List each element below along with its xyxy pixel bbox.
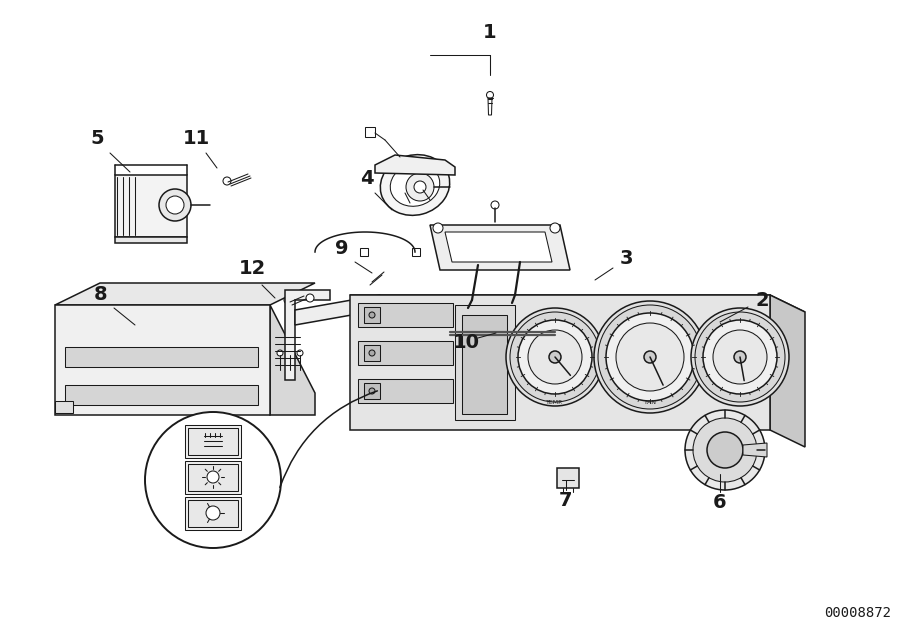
Bar bbox=[188, 500, 238, 527]
Text: 5: 5 bbox=[90, 128, 104, 147]
Ellipse shape bbox=[381, 155, 450, 215]
Polygon shape bbox=[365, 127, 375, 137]
Circle shape bbox=[507, 300, 517, 310]
Circle shape bbox=[606, 313, 694, 401]
Bar bbox=[188, 428, 238, 455]
Circle shape bbox=[598, 305, 702, 409]
Bar bbox=[412, 248, 420, 256]
Bar bbox=[188, 464, 238, 491]
Circle shape bbox=[549, 351, 561, 363]
Circle shape bbox=[594, 301, 706, 413]
Text: FAN: FAN bbox=[644, 400, 656, 405]
Circle shape bbox=[693, 418, 757, 482]
Polygon shape bbox=[55, 305, 270, 415]
Text: TEMP.: TEMP. bbox=[546, 400, 564, 405]
Bar bbox=[55, 401, 73, 413]
Circle shape bbox=[433, 223, 443, 233]
Polygon shape bbox=[270, 305, 315, 415]
Bar bbox=[364, 345, 380, 361]
Bar bbox=[185, 461, 241, 494]
Circle shape bbox=[369, 350, 375, 356]
Circle shape bbox=[550, 223, 560, 233]
Polygon shape bbox=[743, 443, 767, 457]
Bar bbox=[115, 175, 187, 237]
Polygon shape bbox=[350, 295, 805, 312]
Text: 00008872: 00008872 bbox=[824, 606, 892, 620]
Circle shape bbox=[206, 506, 220, 520]
Circle shape bbox=[691, 308, 789, 406]
Circle shape bbox=[284, 296, 292, 304]
Circle shape bbox=[369, 388, 375, 394]
Polygon shape bbox=[770, 295, 805, 447]
Circle shape bbox=[287, 350, 293, 356]
Circle shape bbox=[551, 327, 563, 339]
Circle shape bbox=[145, 412, 281, 548]
Text: 4: 4 bbox=[360, 168, 373, 187]
Circle shape bbox=[510, 312, 600, 402]
Circle shape bbox=[223, 177, 231, 185]
Circle shape bbox=[414, 181, 426, 193]
Text: 6: 6 bbox=[713, 493, 727, 512]
Circle shape bbox=[695, 312, 785, 402]
Circle shape bbox=[159, 189, 191, 221]
Circle shape bbox=[703, 320, 777, 394]
Circle shape bbox=[518, 320, 592, 394]
Circle shape bbox=[166, 196, 184, 214]
Polygon shape bbox=[350, 295, 770, 430]
Bar bbox=[557, 468, 579, 488]
Circle shape bbox=[366, 296, 374, 304]
Circle shape bbox=[685, 410, 765, 490]
Bar bbox=[358, 341, 453, 365]
Circle shape bbox=[297, 350, 303, 356]
Text: 3: 3 bbox=[619, 248, 633, 267]
Circle shape bbox=[616, 323, 684, 391]
Polygon shape bbox=[488, 98, 492, 115]
Text: 12: 12 bbox=[238, 258, 266, 277]
Circle shape bbox=[277, 350, 283, 356]
Polygon shape bbox=[375, 155, 455, 175]
Circle shape bbox=[506, 308, 604, 406]
Text: 9: 9 bbox=[335, 239, 349, 258]
Circle shape bbox=[306, 294, 314, 302]
Polygon shape bbox=[115, 237, 187, 243]
Bar bbox=[185, 425, 241, 458]
Polygon shape bbox=[55, 283, 315, 305]
Polygon shape bbox=[455, 305, 515, 420]
Text: 8: 8 bbox=[94, 286, 108, 305]
Ellipse shape bbox=[391, 164, 440, 206]
Text: 1: 1 bbox=[483, 22, 497, 41]
Circle shape bbox=[491, 201, 499, 209]
Circle shape bbox=[713, 330, 767, 384]
Bar bbox=[358, 303, 453, 327]
Circle shape bbox=[734, 351, 746, 363]
Bar bbox=[65, 347, 258, 367]
Circle shape bbox=[369, 312, 375, 318]
Text: 11: 11 bbox=[183, 128, 210, 147]
Text: 10: 10 bbox=[453, 333, 480, 352]
Bar bbox=[185, 497, 241, 530]
Circle shape bbox=[463, 305, 473, 315]
Bar bbox=[65, 385, 258, 405]
Polygon shape bbox=[295, 295, 380, 325]
Circle shape bbox=[444, 327, 456, 339]
Polygon shape bbox=[285, 290, 330, 380]
Circle shape bbox=[528, 330, 582, 384]
Polygon shape bbox=[430, 225, 570, 270]
Polygon shape bbox=[445, 232, 552, 262]
Text: 2: 2 bbox=[755, 290, 769, 309]
Circle shape bbox=[207, 471, 219, 483]
Circle shape bbox=[644, 351, 656, 363]
Bar bbox=[360, 248, 368, 256]
Bar bbox=[358, 379, 453, 403]
Bar bbox=[462, 315, 507, 414]
Circle shape bbox=[406, 173, 434, 201]
Text: 7: 7 bbox=[559, 490, 572, 509]
Circle shape bbox=[707, 432, 743, 468]
Bar bbox=[364, 307, 380, 323]
Bar bbox=[364, 383, 380, 399]
